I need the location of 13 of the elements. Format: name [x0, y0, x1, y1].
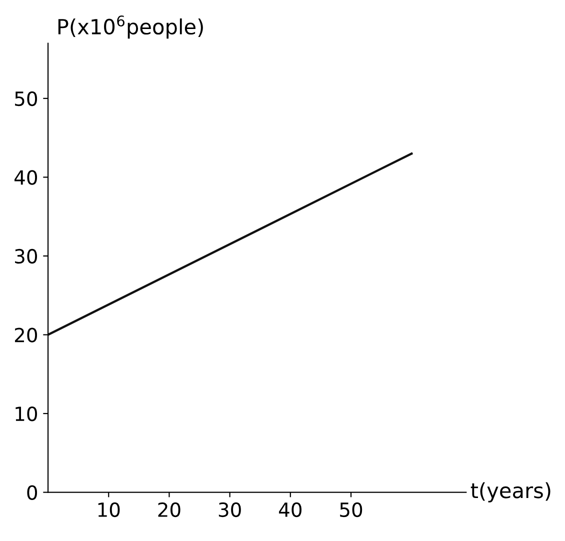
x-tick-label: 10	[98, 502, 120, 518]
x-tick-label: 20	[158, 502, 180, 518]
y-tick-label: 30	[15, 248, 38, 264]
y-tick-label: 20	[14, 328, 38, 342]
x-tick-label: 40	[278, 502, 302, 518]
y-tick-label: 10	[16, 406, 38, 422]
x-axis-title: t(years)	[470, 482, 550, 502]
x-tick-label: 50	[340, 502, 362, 518]
y-tick-label: 50	[15, 91, 38, 106]
y-tick-label: 40	[14, 170, 38, 185]
x-tick-label: 30	[218, 502, 241, 518]
y-axis-title: P(x10$^{6}$people)	[58, 15, 203, 39]
y-tick-label: 0	[27, 485, 38, 500]
